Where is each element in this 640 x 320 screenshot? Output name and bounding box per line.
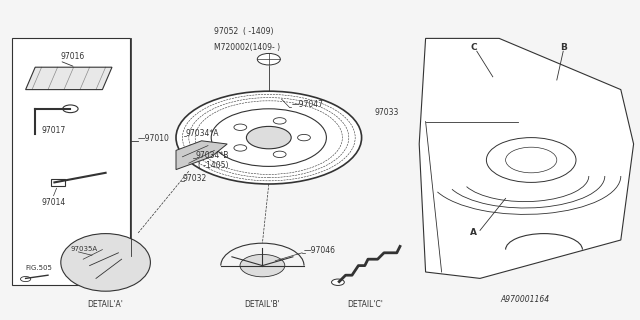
Circle shape xyxy=(234,145,247,151)
Text: —97047: —97047 xyxy=(291,100,323,109)
Text: B: B xyxy=(560,43,567,52)
Circle shape xyxy=(273,151,286,157)
Circle shape xyxy=(246,126,291,149)
Circle shape xyxy=(486,138,576,182)
Circle shape xyxy=(20,276,31,282)
Text: M720002(1409- ): M720002(1409- ) xyxy=(214,43,280,52)
FancyBboxPatch shape xyxy=(12,38,130,285)
Circle shape xyxy=(298,134,310,141)
Text: —97046: —97046 xyxy=(304,246,336,255)
Text: DETAIL'B': DETAIL'B' xyxy=(244,300,280,309)
Circle shape xyxy=(63,105,78,113)
Polygon shape xyxy=(26,67,112,90)
Text: 97014: 97014 xyxy=(42,198,66,207)
Text: 97034*B: 97034*B xyxy=(195,151,228,160)
Text: —97010: —97010 xyxy=(138,134,170,143)
Text: 97016: 97016 xyxy=(61,52,85,61)
Text: ( -1405): ( -1405) xyxy=(198,161,229,170)
Text: A: A xyxy=(470,228,477,237)
Circle shape xyxy=(506,147,557,173)
Text: 97052  ( -1409): 97052 ( -1409) xyxy=(214,27,274,36)
Text: DETAIL'C': DETAIL'C' xyxy=(347,300,383,309)
Text: 97032: 97032 xyxy=(182,174,207,183)
Circle shape xyxy=(211,109,326,166)
Polygon shape xyxy=(419,38,634,278)
Circle shape xyxy=(257,53,280,65)
Circle shape xyxy=(240,254,285,277)
Text: 97035A: 97035A xyxy=(70,246,97,252)
Text: FIG.505: FIG.505 xyxy=(26,265,52,271)
Circle shape xyxy=(273,118,286,124)
Text: DETAIL'A': DETAIL'A' xyxy=(88,300,124,309)
Circle shape xyxy=(176,91,362,184)
Bar xyxy=(51,179,65,186)
Text: 97033: 97033 xyxy=(374,108,399,117)
Circle shape xyxy=(332,279,344,285)
Text: 97034*A: 97034*A xyxy=(186,129,219,138)
Text: A970001164: A970001164 xyxy=(500,295,549,304)
Text: 97017: 97017 xyxy=(42,126,66,135)
Polygon shape xyxy=(176,141,227,170)
Circle shape xyxy=(234,124,247,131)
Ellipse shape xyxy=(61,234,150,291)
Text: C: C xyxy=(470,43,477,52)
